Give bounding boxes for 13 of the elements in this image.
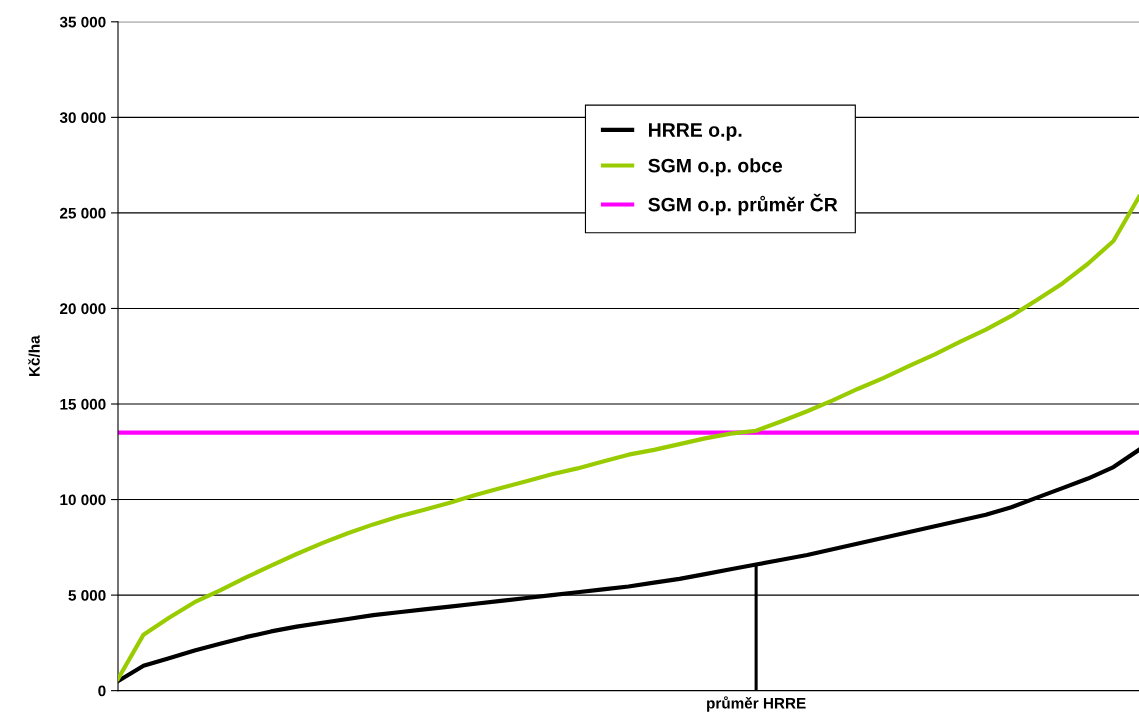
y-tick-label: 25 000 (60, 207, 106, 219)
y-tick-label: 10 000 (60, 494, 106, 506)
y-tick-label: 30 000 (59, 112, 106, 124)
y-tick-label: 35 000 (59, 16, 106, 28)
legend-label: SGM o.p. obce (648, 158, 783, 177)
y-axis-title: Kč/ha (28, 335, 40, 377)
y-tick-label: 0 (98, 685, 106, 697)
y-tick-label: 5 000 (68, 589, 106, 601)
legend-label: SGM o.p. průměr ČR (648, 193, 838, 216)
text: průměr HRRE (707, 696, 806, 712)
y-tick-label: 20 000 (60, 303, 106, 315)
y-tick-label: 15 000 (60, 398, 106, 410)
legend-label: HRRE o.p. (648, 123, 742, 141)
